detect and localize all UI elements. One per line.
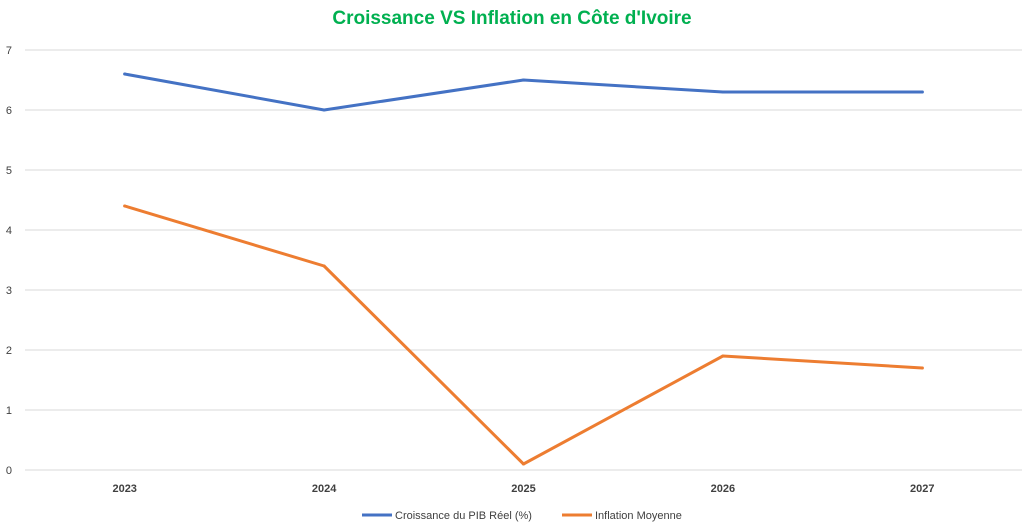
x-tick-label: 2026 bbox=[711, 483, 735, 495]
data-point bbox=[322, 108, 326, 112]
x-tick-label: 2027 bbox=[910, 483, 934, 495]
y-tick-label: 0 bbox=[6, 465, 12, 477]
y-tick-label: 4 bbox=[6, 225, 12, 237]
y-tick-label: 7 bbox=[6, 45, 12, 57]
legend-label: Croissance du PIB Réel (%) bbox=[395, 510, 532, 522]
y-axis-ticks: 0 1 2 3 4 5 6 7 bbox=[6, 45, 12, 477]
data-point bbox=[123, 72, 127, 76]
y-tick-label: 5 bbox=[6, 165, 12, 177]
y-tick-label: 2 bbox=[6, 345, 12, 357]
gridlines bbox=[25, 49, 1022, 471]
data-point bbox=[322, 264, 326, 268]
data-point bbox=[920, 90, 924, 94]
series-line-1 bbox=[123, 204, 924, 466]
data-point bbox=[522, 78, 525, 82]
data-point bbox=[721, 354, 725, 358]
x-tick-label: 2024 bbox=[312, 483, 337, 495]
x-tick-label: 2025 bbox=[511, 483, 535, 495]
x-axis-ticks: 2023 2024 2025 2026 2027 bbox=[112, 483, 934, 495]
chart-title: Croissance VS Inflation en Côte d'Ivoire bbox=[332, 8, 692, 29]
legend-label: Inflation Moyenne bbox=[595, 510, 682, 522]
legend: Croissance du PIB Réel (%) Inflation Moye… bbox=[362, 510, 682, 522]
series-lines bbox=[123, 72, 924, 466]
y-tick-label: 6 bbox=[6, 105, 12, 117]
y-tick-label: 1 bbox=[6, 405, 12, 417]
data-point bbox=[522, 462, 525, 466]
data-point bbox=[123, 204, 127, 208]
y-tick-label: 3 bbox=[6, 285, 12, 297]
data-point bbox=[920, 366, 924, 370]
x-tick-label: 2023 bbox=[112, 483, 136, 495]
data-point bbox=[721, 90, 725, 94]
